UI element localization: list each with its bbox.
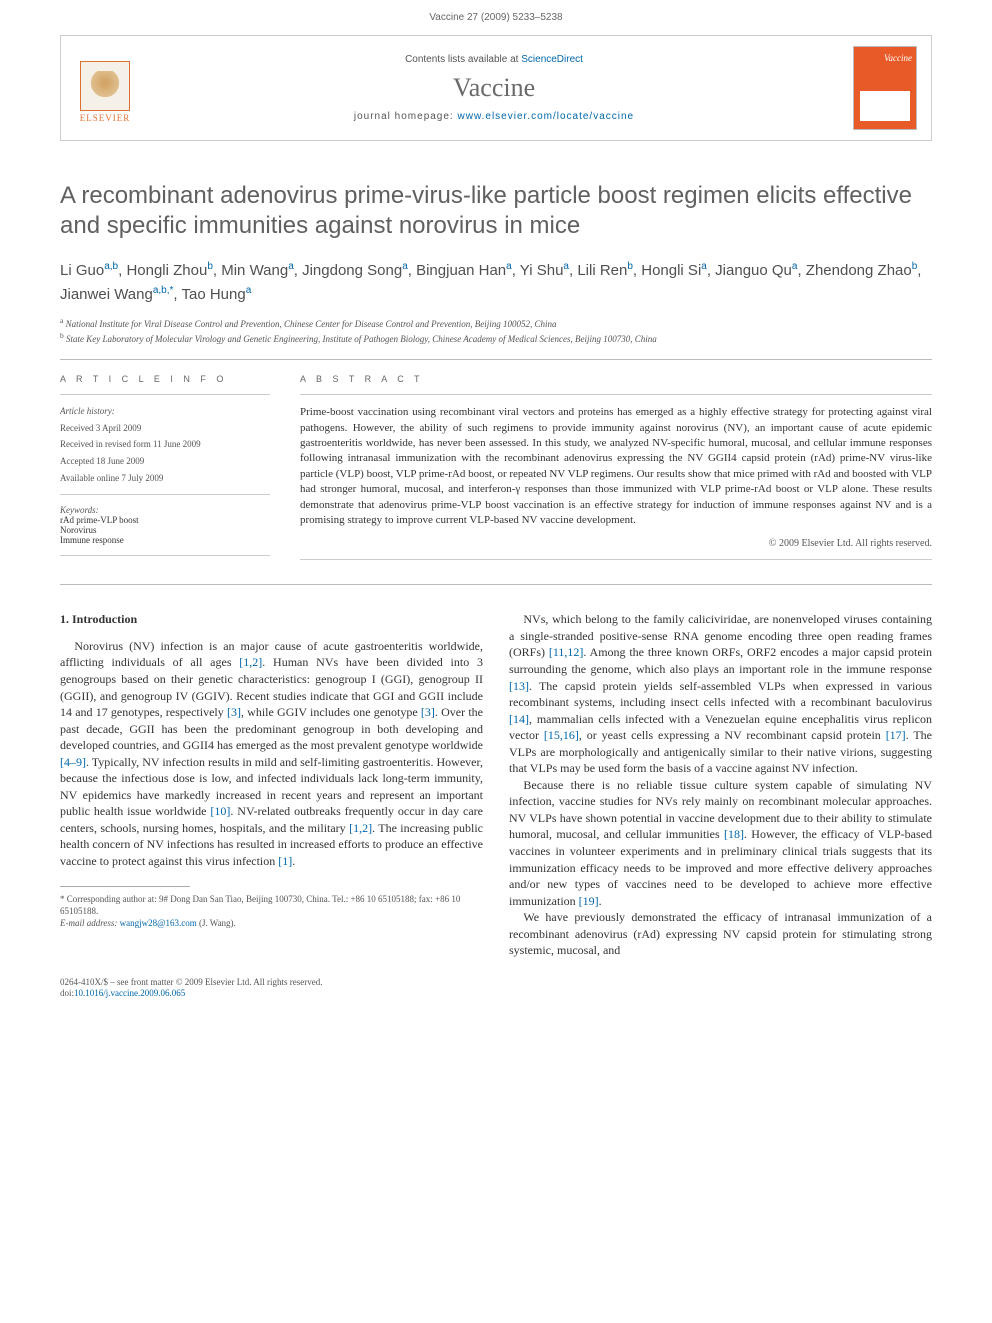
column-left: 1. Introduction Norovirus (NV) infection… — [60, 611, 483, 958]
article-info-heading: A R T I C L E I N F O — [60, 374, 270, 384]
keywords-label: Keywords: — [60, 505, 270, 515]
keyword: rAd prime-VLP boost — [60, 515, 270, 525]
info-sep — [60, 555, 270, 556]
doi-link[interactable]: 10.1016/j.vaccine.2009.06.065 — [74, 988, 185, 998]
homepage-prefix: journal homepage: — [354, 111, 458, 122]
doi-line: doi:10.1016/j.vaccine.2009.06.065 — [60, 988, 932, 1000]
info-sep — [60, 494, 270, 495]
homepage-link[interactable]: www.elsevier.com/locate/vaccine — [458, 111, 635, 122]
body-columns: 1. Introduction Norovirus (NV) infection… — [60, 611, 932, 958]
doi-label: doi: — [60, 988, 74, 998]
cover-figure — [860, 91, 910, 121]
body-paragraph: We have previously demonstrated the effi… — [509, 909, 932, 959]
online-date: Available online 7 July 2009 — [60, 472, 270, 485]
corresponding-note: * Corresponding author at: 9# Dong Dan S… — [60, 893, 483, 917]
email-link[interactable]: wangjw28@163.com — [120, 918, 197, 928]
journal-cover-thumb: Vaccine — [853, 46, 917, 130]
history-label: Article history: — [60, 405, 270, 418]
cover-title: Vaccine — [884, 53, 912, 63]
authors-list: Li Guoa,b, Hongli Zhoub, Min Wanga, Jing… — [60, 259, 932, 306]
page-citation: Vaccine 27 (2009) 5233–5238 — [0, 0, 992, 27]
intro-heading: 1. Introduction — [60, 611, 483, 628]
homepage-line: journal homepage: www.elsevier.com/locat… — [135, 111, 853, 122]
sciencedirect-link[interactable]: ScienceDirect — [521, 54, 583, 65]
article-info-panel: A R T I C L E I N F O Article history: R… — [60, 374, 270, 570]
page-footer: 0264-410X/$ – see front matter © 2009 El… — [60, 977, 932, 1000]
email-note: E-mail address: wangjw28@163.com (J. Wan… — [60, 917, 483, 929]
email-suffix: (J. Wang). — [199, 918, 236, 928]
keyword: Norovirus — [60, 525, 270, 535]
body-paragraph: Norovirus (NV) infection is an major cau… — [60, 638, 483, 870]
affiliations: a National Institute for Viral Disease C… — [60, 316, 932, 345]
journal-center: Contents lists available at ScienceDirec… — [135, 54, 853, 122]
body-paragraph: NVs, which belong to the family calicivi… — [509, 611, 932, 776]
footnote-separator — [60, 886, 190, 887]
journal-header-bar: ELSEVIER Contents lists available at Sci… — [60, 35, 932, 141]
column-right: NVs, which belong to the family calicivi… — [509, 611, 932, 958]
article-title: A recombinant adenovirus prime-virus-lik… — [60, 181, 932, 241]
email-label: E-mail address: — [60, 918, 117, 928]
publisher-name: ELSEVIER — [80, 113, 131, 123]
elsevier-tree-icon — [80, 61, 130, 111]
contents-prefix: Contents lists available at — [405, 54, 521, 65]
accepted-date: Accepted 18 June 2009 — [60, 455, 270, 468]
section-divider — [60, 359, 932, 360]
info-sep — [60, 394, 270, 395]
publisher-block: ELSEVIER — [75, 53, 135, 123]
contents-line: Contents lists available at ScienceDirec… — [135, 54, 853, 65]
affiliation-a: a National Institute for Viral Disease C… — [60, 316, 932, 331]
abstract-sep — [300, 394, 932, 395]
footnotes: * Corresponding author at: 9# Dong Dan S… — [60, 893, 483, 929]
affiliation-b: b State Key Laboratory of Molecular Viro… — [60, 331, 932, 346]
abstract-copyright: © 2009 Elsevier Ltd. All rights reserved… — [300, 538, 932, 549]
abstract-heading: A B S T R A C T — [300, 374, 932, 384]
journal-name: Vaccine — [135, 73, 853, 103]
keyword: Immune response — [60, 535, 270, 545]
abstract-panel: A B S T R A C T Prime-boost vaccination … — [300, 374, 932, 570]
body-paragraph: Because there is no reliable tissue cult… — [509, 777, 932, 909]
front-matter-line: 0264-410X/$ – see front matter © 2009 El… — [60, 977, 932, 989]
section-divider — [60, 584, 932, 585]
abstract-text: Prime-boost vaccination using recombinan… — [300, 405, 932, 528]
revised-date: Received in revised form 11 June 2009 — [60, 438, 270, 451]
abstract-sep-bottom — [300, 559, 932, 560]
elsevier-logo: ELSEVIER — [75, 53, 135, 123]
received-date: Received 3 April 2009 — [60, 422, 270, 435]
